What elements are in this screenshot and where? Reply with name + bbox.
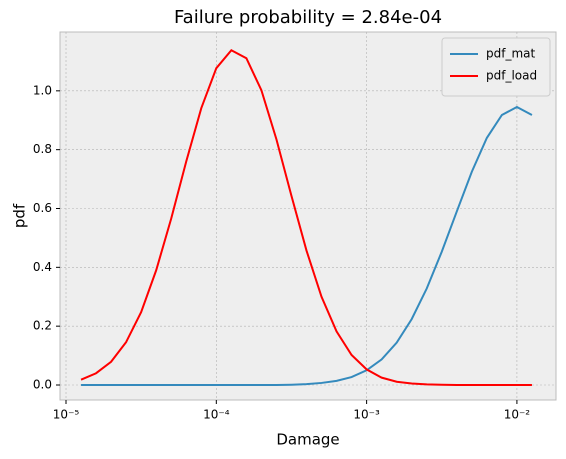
- y-tick-label: 0.8: [33, 142, 52, 156]
- y-tick-label: 0.2: [33, 319, 52, 333]
- x-tick-label: 10⁻⁵: [53, 408, 80, 422]
- legend-box: [441, 37, 551, 97]
- legend-label: pdf_load: [486, 69, 537, 83]
- x-tick-label: 10⁻⁴: [203, 408, 230, 422]
- x-axis-label: Damage: [276, 431, 339, 449]
- y-tick-label: 1.0: [33, 83, 52, 97]
- line: [80, 48, 532, 386]
- y-tick-label: 0.6: [33, 201, 52, 215]
- line: [81, 105, 533, 386]
- y-axis-label: pdf: [11, 203, 29, 228]
- chart-title: Failure probability = 2.84e-04: [174, 7, 442, 28]
- x-tick-label: 10⁻²: [504, 408, 531, 422]
- x-tick-label: 10⁻³: [353, 408, 380, 422]
- y-tick-label: 0.4: [33, 260, 52, 274]
- y-tick-label: 0.0: [33, 377, 52, 391]
- legend-label: pdf_mat: [486, 47, 536, 61]
